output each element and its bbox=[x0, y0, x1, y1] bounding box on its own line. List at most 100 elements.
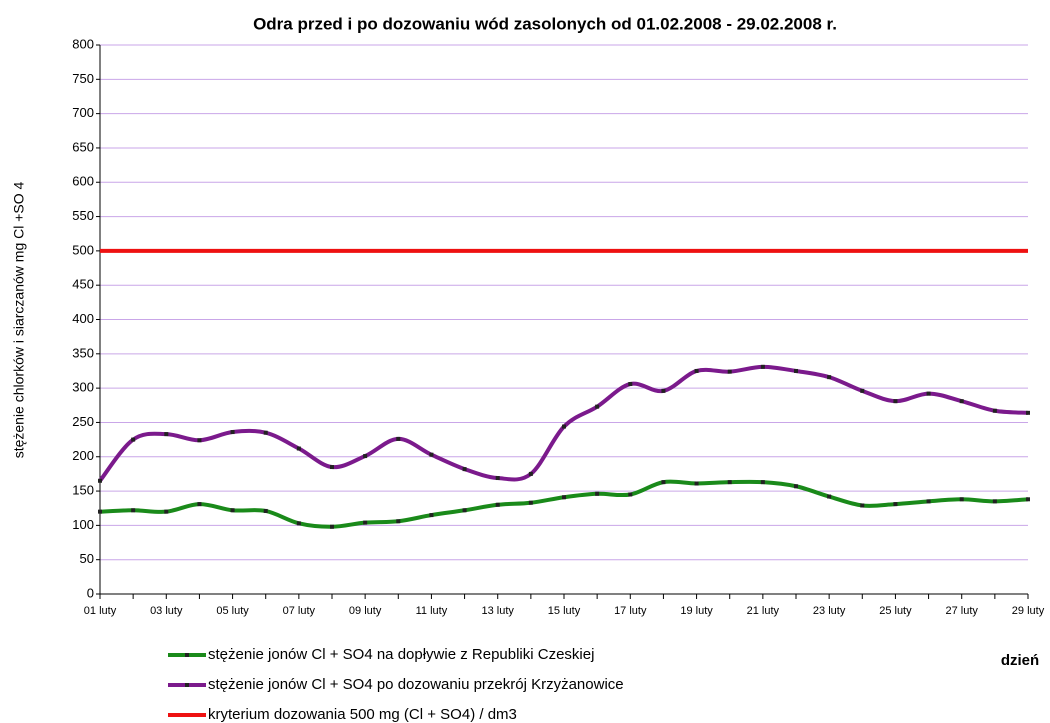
marker bbox=[98, 509, 102, 514]
y-tick-label: 300 bbox=[72, 380, 94, 395]
marker bbox=[396, 519, 401, 524]
marker bbox=[363, 454, 368, 459]
legend-label: stężenie jonów Cl + SO4 na dopływie z Re… bbox=[208, 646, 594, 663]
series-line bbox=[99, 479, 1029, 529]
marker bbox=[296, 521, 301, 526]
x-tick-label: 25 luty bbox=[879, 605, 912, 617]
x-tick-label: 19 luty bbox=[680, 605, 713, 617]
marker bbox=[760, 480, 765, 485]
x-tick-label: 23 luty bbox=[813, 605, 846, 617]
chart-title: Odra przed i po dozowaniu wód zasolonych… bbox=[253, 14, 837, 33]
x-tick-label: 03 luty bbox=[150, 605, 183, 617]
marker bbox=[296, 446, 301, 451]
marker bbox=[628, 382, 633, 387]
y-tick-label: 0 bbox=[87, 585, 94, 600]
y-tick-label: 550 bbox=[72, 208, 94, 223]
marker bbox=[263, 508, 268, 513]
marker bbox=[760, 364, 765, 369]
marker bbox=[429, 513, 434, 518]
y-tick-label: 50 bbox=[80, 551, 94, 566]
x-tick-label: 29 luty bbox=[1012, 605, 1045, 617]
marker bbox=[1026, 410, 1030, 415]
legend-label: stężenie jonów Cl + SO4 po dozowaniu prz… bbox=[208, 676, 624, 693]
x-tick-label: 09 luty bbox=[349, 605, 382, 617]
legend-marker bbox=[185, 683, 189, 687]
y-tick-label: 750 bbox=[72, 71, 94, 86]
marker bbox=[197, 438, 202, 443]
marker bbox=[827, 494, 832, 499]
marker bbox=[98, 478, 102, 483]
marker bbox=[330, 524, 334, 529]
y-tick-label: 450 bbox=[72, 277, 94, 292]
marker bbox=[661, 480, 666, 485]
marker bbox=[794, 484, 798, 489]
marker bbox=[197, 502, 202, 507]
marker bbox=[230, 508, 235, 513]
y-tick-label: 100 bbox=[72, 517, 94, 532]
y-tick-label: 650 bbox=[72, 139, 94, 154]
marker bbox=[926, 499, 931, 504]
marker bbox=[926, 391, 931, 396]
series-line bbox=[98, 364, 1029, 483]
y-tick-label: 250 bbox=[72, 414, 94, 429]
x-tick-label: 21 luty bbox=[747, 605, 780, 617]
marker bbox=[727, 369, 732, 374]
x-tick-label: 05 luty bbox=[216, 605, 249, 617]
marker bbox=[959, 399, 964, 404]
y-tick-label: 700 bbox=[72, 105, 94, 120]
x-tick-label: 07 luty bbox=[283, 605, 316, 617]
marker bbox=[893, 399, 898, 404]
marker bbox=[396, 436, 401, 441]
marker bbox=[131, 437, 136, 442]
marker bbox=[462, 508, 467, 513]
x-axis-label: dzień bbox=[1001, 652, 1039, 669]
marker bbox=[727, 480, 732, 485]
marker bbox=[528, 500, 533, 505]
x-tick-label: 27 luty bbox=[946, 605, 979, 617]
marker bbox=[595, 404, 600, 409]
legend-label: kryterium dozowania 500 mg (Cl + SO4) / … bbox=[208, 706, 517, 723]
y-tick-label: 400 bbox=[72, 311, 94, 326]
y-tick-label: 150 bbox=[72, 483, 94, 498]
marker bbox=[230, 430, 235, 435]
marker bbox=[528, 471, 533, 476]
marker bbox=[860, 388, 865, 393]
marker bbox=[263, 430, 268, 435]
marker bbox=[628, 492, 633, 497]
y-tick-label: 350 bbox=[72, 345, 94, 360]
marker bbox=[330, 465, 334, 470]
marker bbox=[827, 375, 832, 380]
legend-marker bbox=[185, 653, 189, 657]
x-tick-label: 01 luty bbox=[84, 605, 117, 617]
marker bbox=[992, 499, 997, 504]
y-tick-label: 200 bbox=[72, 448, 94, 463]
marker bbox=[595, 491, 600, 496]
marker bbox=[893, 502, 898, 507]
marker bbox=[462, 467, 467, 472]
x-tick-label: 11 luty bbox=[416, 605, 448, 617]
marker bbox=[794, 368, 798, 373]
x-tick-label: 15 luty bbox=[548, 605, 581, 617]
marker bbox=[694, 368, 699, 373]
marker bbox=[495, 476, 500, 481]
marker bbox=[131, 508, 136, 513]
x-tick-label: 17 luty bbox=[614, 605, 647, 617]
marker bbox=[562, 495, 566, 500]
marker bbox=[495, 502, 500, 507]
y-axis-label: stężenie chlorków i siarczanów mg Cl +SO… bbox=[11, 181, 27, 458]
marker bbox=[959, 497, 964, 502]
y-tick-label: 500 bbox=[72, 242, 94, 257]
marker bbox=[1026, 497, 1030, 502]
y-tick-label: 600 bbox=[72, 174, 94, 189]
marker bbox=[562, 424, 566, 429]
marker bbox=[992, 408, 997, 413]
marker bbox=[860, 503, 865, 508]
marker bbox=[429, 452, 434, 457]
marker bbox=[661, 388, 666, 393]
marker bbox=[164, 509, 169, 514]
y-tick-label: 800 bbox=[72, 36, 94, 51]
marker bbox=[363, 520, 368, 525]
marker bbox=[164, 432, 169, 437]
x-tick-label: 13 luty bbox=[482, 605, 515, 617]
